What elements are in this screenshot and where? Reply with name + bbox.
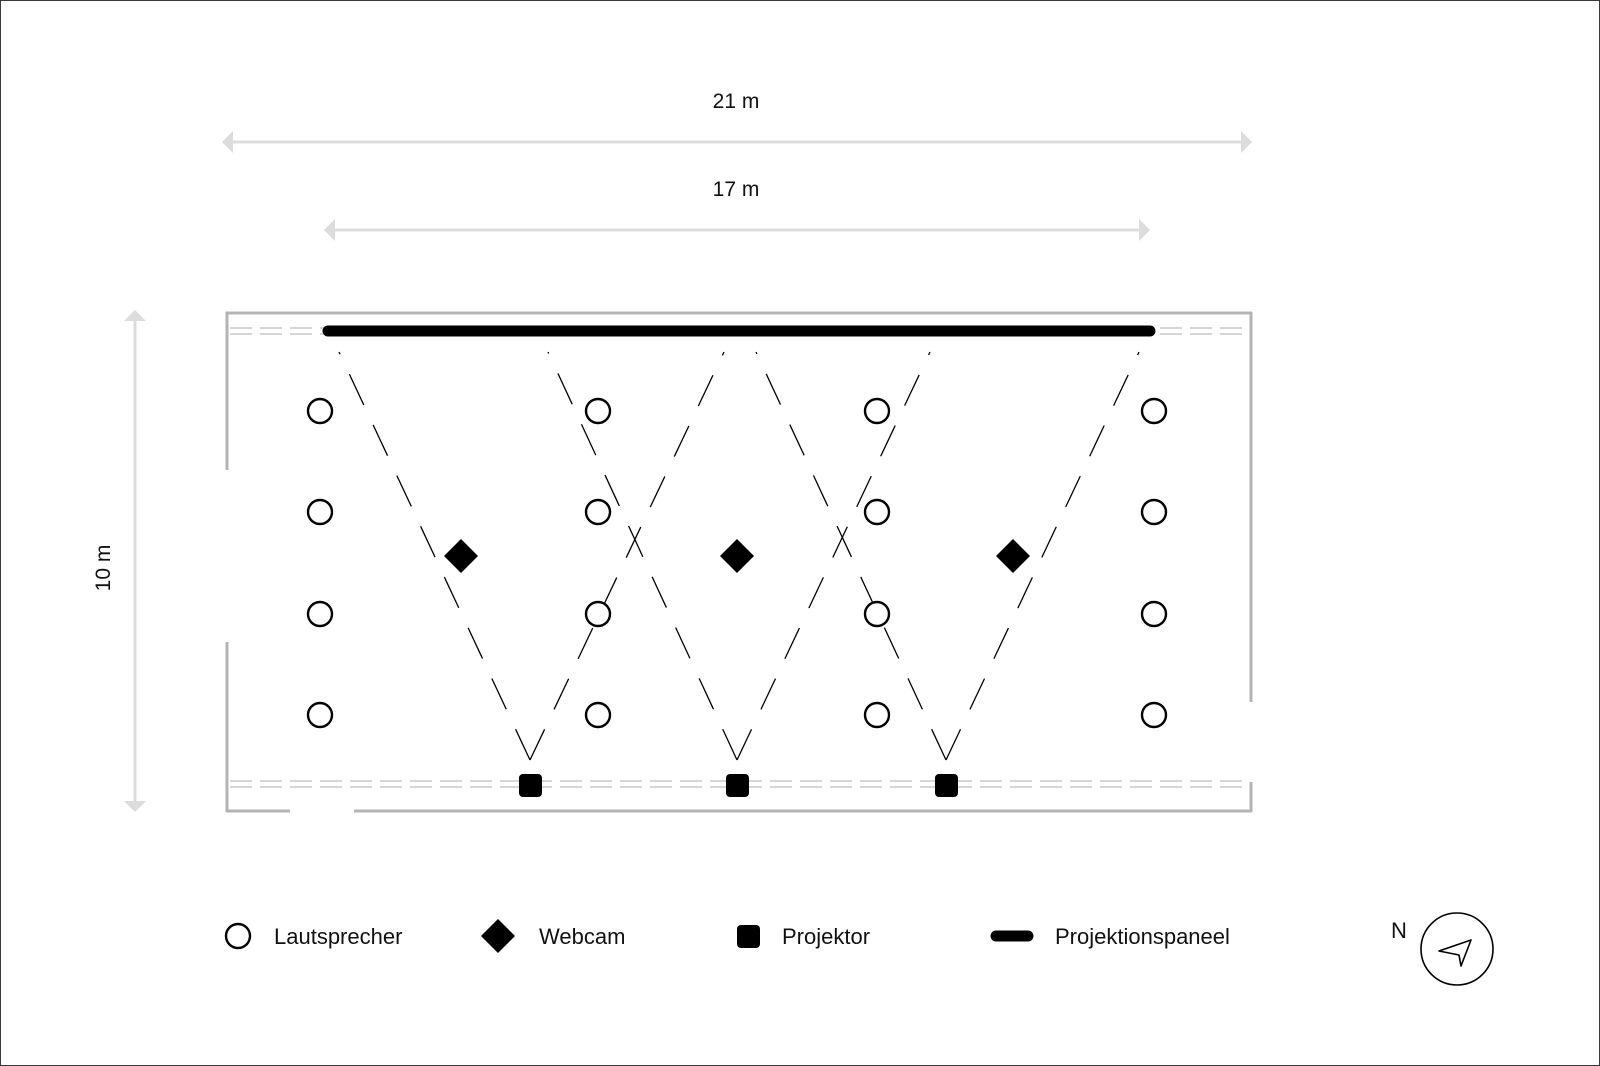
webcam: [996, 539, 1030, 573]
speaker: [584, 600, 612, 628]
legend-item-panel: Projektionspaneel: [990, 924, 1230, 949]
speaker: [1140, 397, 1168, 425]
projector: [935, 774, 958, 797]
compass-arrow-icon: [1438, 939, 1472, 967]
square-icon: [737, 925, 760, 948]
speaker: [863, 600, 891, 628]
diamond-icon: [481, 919, 515, 953]
speaker: [1140, 701, 1168, 729]
webcam: [444, 539, 478, 573]
speaker: [306, 397, 334, 425]
beam-2-right: [736, 351, 931, 761]
height-label: 10 m: [92, 545, 115, 592]
beam-2-left: [547, 351, 738, 761]
webcams: [444, 539, 1030, 573]
speakers: [306, 397, 1168, 729]
compass: N: [1391, 912, 1494, 986]
arrow-left-icon: [222, 131, 233, 153]
speaker: [863, 498, 891, 526]
legend-label-speaker: Lautsprecher: [274, 924, 402, 949]
legend-label-panel: Projektionspaneel: [1055, 924, 1230, 949]
circle-icon: [224, 922, 252, 950]
legend: Lautsprecher Webcam Projektor Projektion…: [224, 919, 1230, 953]
projectors: [519, 774, 958, 797]
speaker: [306, 701, 334, 729]
legend-item-webcam: Webcam: [481, 919, 625, 953]
arrow-left-icon: [324, 219, 335, 241]
projector: [726, 774, 749, 797]
speaker: [584, 397, 612, 425]
speaker: [584, 701, 612, 729]
inner-width-label: 17 m: [713, 178, 760, 201]
height-dimension: 10 m: [92, 310, 146, 812]
inner-width-dimension: 17 m: [324, 178, 1150, 241]
arrow-up-icon: [124, 310, 146, 321]
outer-width-label: 21 m: [713, 90, 760, 113]
legend-item-projector: Projektor: [737, 924, 870, 949]
arrow-right-icon: [1139, 219, 1150, 241]
speaker: [584, 498, 612, 526]
speaker: [306, 498, 334, 526]
speaker: [1140, 498, 1168, 526]
beam-3-right: [945, 351, 1140, 761]
beam-3-left: [755, 351, 947, 761]
room-walls: [225, 311, 1253, 813]
legend-label-projector: Projektor: [782, 924, 870, 949]
speaker: [863, 397, 891, 425]
outer-width-dimension: 21 m: [222, 90, 1252, 153]
beam-1-right: [529, 351, 725, 761]
webcam: [720, 539, 754, 573]
legend-item-speaker: Lautsprecher: [224, 922, 402, 950]
speaker: [863, 701, 891, 729]
legend-label-webcam: Webcam: [539, 924, 625, 949]
speaker: [306, 600, 334, 628]
beam-1-left: [338, 351, 531, 761]
projection-beams: [338, 351, 1140, 761]
compass-label: N: [1391, 918, 1407, 943]
speaker: [1140, 600, 1168, 628]
projector: [519, 774, 542, 797]
arrow-down-icon: [124, 801, 146, 812]
arrow-right-icon: [1241, 131, 1252, 153]
